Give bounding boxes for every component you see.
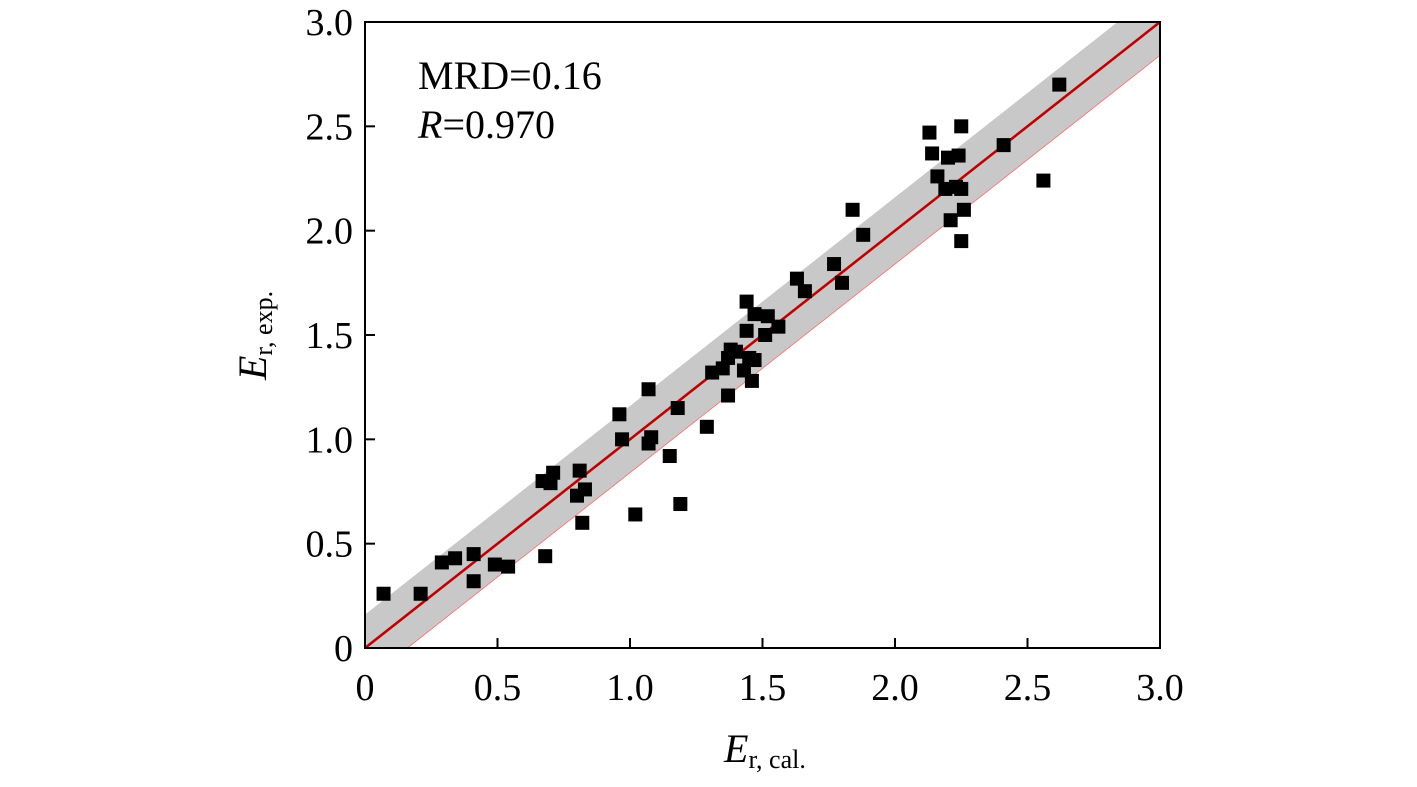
- y-axis-title: Er, exp.: [230, 291, 278, 381]
- x-tick-label: 0.5: [474, 667, 522, 709]
- data-point: [739, 323, 754, 338]
- data-point: [954, 234, 969, 249]
- y-tick-label: 0: [334, 628, 353, 670]
- data-point: [487, 557, 502, 572]
- data-point: [760, 309, 775, 324]
- x-axis-ticks: 0 0.5 1.0 1.5 2.0 2.5 3.0: [356, 638, 1184, 709]
- y-axis-ticks: 0 0.5 1.0 1.5 2.0 2.5 3.0: [306, 2, 375, 670]
- x-tick-label: 2.5: [1004, 667, 1052, 709]
- y-axis-title-sub: r, exp.: [249, 291, 278, 356]
- data-point: [612, 407, 627, 422]
- y-tick-label: 2.0: [306, 211, 354, 253]
- data-point: [1036, 173, 1051, 188]
- x-tick-label: 1.0: [606, 667, 654, 709]
- x-tick-label: 2.0: [871, 667, 919, 709]
- data-point: [721, 388, 736, 403]
- data-point: [835, 275, 849, 290]
- data-point: [448, 551, 463, 566]
- data-point: [856, 227, 871, 242]
- data-point: [413, 586, 428, 601]
- r-annotation: R=0.970: [417, 102, 555, 147]
- band-lower-edge: [406, 55, 1160, 648]
- data-point: [538, 549, 553, 564]
- data-point: [670, 401, 685, 416]
- data-point: [951, 148, 966, 163]
- r-value: =0.970: [442, 102, 555, 147]
- data-point: [546, 465, 561, 480]
- data-point: [789, 271, 804, 286]
- data-point: [466, 574, 481, 589]
- data-point: [797, 284, 812, 299]
- data-point: [943, 213, 958, 228]
- data-point: [376, 586, 391, 601]
- y-tick-label: 1.5: [306, 315, 354, 357]
- x-axis-title-sub: r, cal.: [748, 745, 805, 774]
- x-tick-label: 1.5: [739, 667, 787, 709]
- data-point: [739, 294, 754, 309]
- data-point: [925, 146, 940, 161]
- data-point: [705, 365, 720, 380]
- mrd-annotation: MRD=0.16: [418, 53, 602, 98]
- data-point: [641, 382, 656, 397]
- data-point: [575, 515, 590, 530]
- y-tick-label: 2.5: [306, 106, 354, 148]
- x-tick-label: 3.0: [1136, 667, 1184, 709]
- data-points: [376, 77, 1067, 601]
- data-point: [827, 257, 842, 272]
- data-point: [845, 202, 860, 217]
- data-point: [644, 430, 659, 445]
- data-point: [615, 432, 630, 447]
- data-point: [941, 150, 955, 165]
- y-tick-label: 3.0: [306, 2, 354, 44]
- data-point: [996, 138, 1011, 153]
- data-point: [744, 373, 759, 388]
- data-point: [577, 482, 592, 497]
- r-symbol: R: [417, 102, 442, 147]
- data-point: [954, 119, 969, 134]
- data-point: [501, 559, 516, 574]
- data-point: [938, 181, 953, 196]
- y-axis-title-group: Er, exp.: [230, 291, 278, 381]
- x-axis-title-main: E: [723, 726, 748, 771]
- y-tick-label: 0.5: [306, 524, 354, 566]
- data-point: [434, 555, 449, 570]
- x-tick-label: 0: [356, 667, 375, 709]
- data-point: [572, 463, 587, 478]
- data-point: [466, 547, 481, 562]
- data-point: [699, 419, 714, 434]
- data-point: [758, 328, 773, 342]
- data-point: [747, 307, 762, 322]
- data-point: [771, 319, 786, 334]
- data-point: [956, 202, 971, 217]
- data-point: [729, 344, 743, 359]
- data-point: [662, 449, 677, 464]
- data-point: [628, 507, 643, 522]
- data-point: [747, 353, 762, 368]
- data-point: [673, 497, 688, 512]
- data-point: [930, 169, 945, 184]
- data-point: [922, 125, 937, 140]
- data-point: [1052, 77, 1067, 92]
- data-point: [954, 181, 969, 196]
- y-tick-label: 1.0: [306, 419, 354, 461]
- x-axis-title: Er, cal.: [723, 726, 806, 774]
- y-axis-title-main: E: [230, 356, 275, 381]
